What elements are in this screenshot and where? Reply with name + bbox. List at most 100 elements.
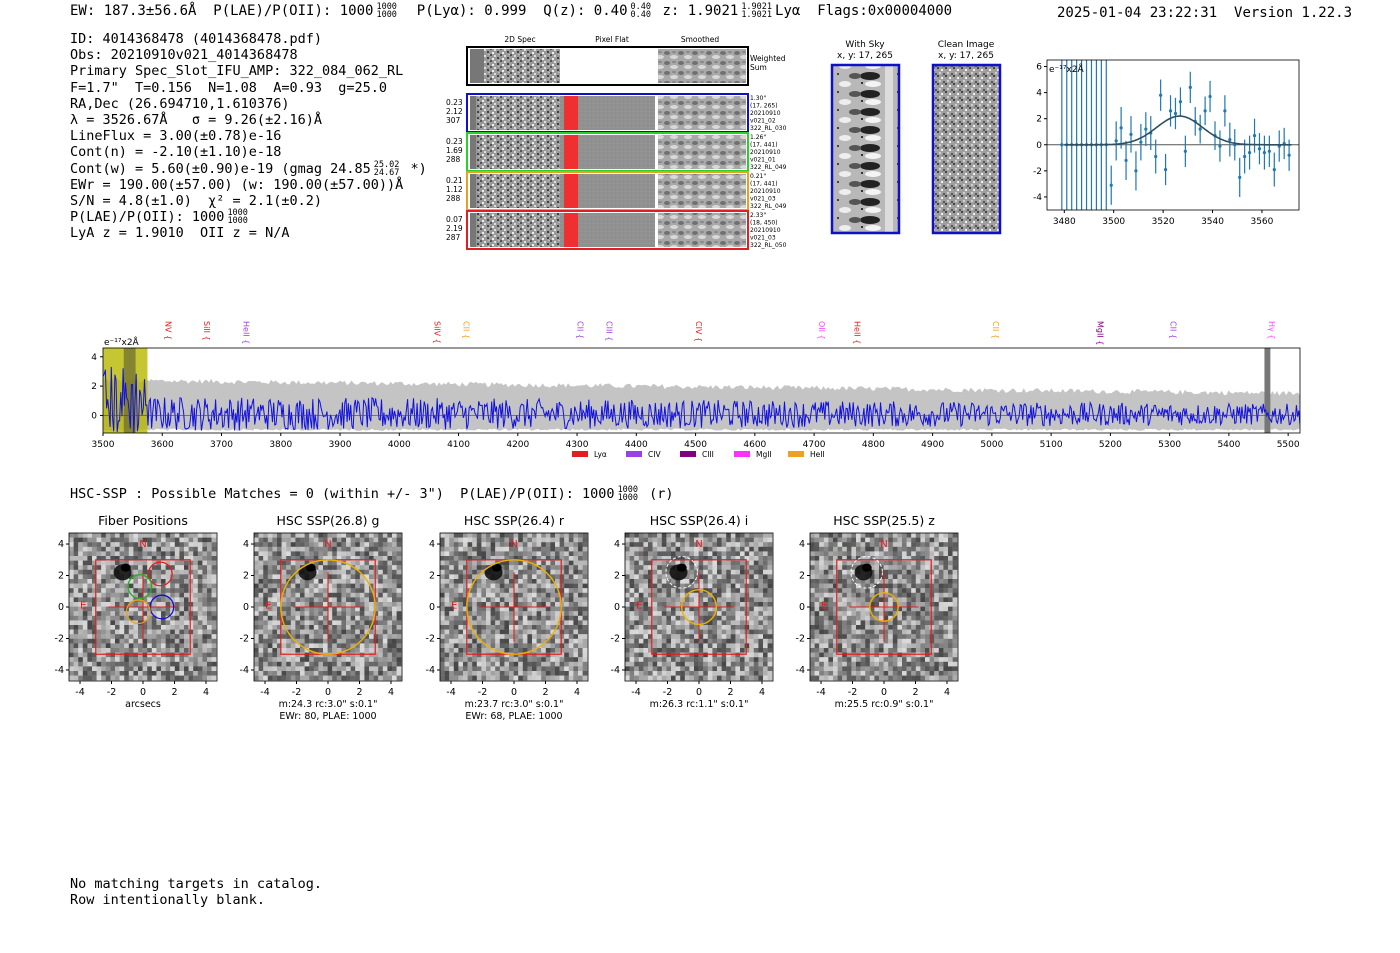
hsc-xtick: 4 <box>574 687 580 698</box>
cutout-left-label: 307 <box>446 116 461 125</box>
cutout-right-label: v021_01 <box>750 157 776 164</box>
fit-model-curve <box>1064 115 1292 146</box>
qz-range: 0.40 0.40 <box>630 2 652 20</box>
hsc-caption-2: EWr: 68, PLAE: 1000 <box>465 711 562 722</box>
info-id: ID: 4014368478 (4014368478.pdf) <box>70 31 322 47</box>
spectrum-ytick: 2 <box>91 382 97 392</box>
weighted-sum-row: Weighted Sum <box>466 46 786 86</box>
header-meta: 2025-01-04 23:22:31 Version 1.22.3 <box>1057 5 1352 21</box>
catalog-note: No matching targets in catalog. Row inten… <box>70 876 322 908</box>
fit-point <box>1267 149 1271 153</box>
fit-point <box>1208 94 1212 99</box>
hsc-xtick: -4 <box>631 687 640 698</box>
spectrum-highlight-core <box>123 348 136 433</box>
north-label: N <box>139 539 146 550</box>
fiber-circle <box>147 561 173 587</box>
hsc-ytick: 0 <box>614 602 620 613</box>
spectrum-xtick: 4700 <box>803 440 826 450</box>
hsc-ytick: 2 <box>614 571 620 582</box>
fit-point <box>1134 169 1138 173</box>
info-sn: S/N = 4.8(±1.0) χ² = 2.1(±0.2) <box>70 192 322 209</box>
fiber-circle <box>127 574 153 599</box>
col-label-pixelflat: Pixel Flat <box>595 35 629 44</box>
hsc-xtick: -2 <box>848 687 857 698</box>
footer-line1: No matching targets in catalog. <box>70 876 322 892</box>
cutout-right-label: 20210910 <box>750 188 781 195</box>
detection-info: ID: 4014368478 (4014368478.pdf) Obs: 202… <box>70 31 427 241</box>
north-label: N <box>324 539 331 550</box>
hsc-panel-title: Fiber Positions <box>98 513 188 528</box>
hsc-xtick: -4 <box>446 687 455 698</box>
spectrum-xtick: 4800 <box>862 440 885 450</box>
cutout-right-label: 1.30" <box>750 95 766 102</box>
cutout-right-label: 322_RL_030 <box>750 125 787 132</box>
source-core <box>491 563 502 572</box>
hsc-caption: m:23.7 rc:3.0" s:0.1" <box>465 699 564 710</box>
spectrum-xtick: 3700 <box>210 440 233 450</box>
hsc-caption: m:24.3 rc:3.0" s:0.1" <box>279 699 378 710</box>
hsc-xtick: 4 <box>388 687 394 698</box>
emission-line-label: CII { <box>991 321 1000 339</box>
hsc-xtick: 4 <box>203 687 209 698</box>
hsc-ytick: -4 <box>796 665 805 676</box>
flags-value: Flags:0x00004000 <box>817 3 953 19</box>
emission-line-label: SiII { <box>202 321 211 341</box>
hsc-ytick: 4 <box>429 539 435 550</box>
full-spectrum-chart: 3500 3600 3700 3800 3900 4000 4100 4200 4300 4400… <box>91 321 1301 459</box>
ew-value: EW: 187.3±56.6Å <box>70 3 197 19</box>
emission-line-label: CIV { <box>694 321 703 342</box>
hsc-ytick: 2 <box>243 571 249 582</box>
spectrum-xtick: 5000 <box>980 440 1003 450</box>
spectrum-line <box>103 366 1300 433</box>
hsc-xtick: -2 <box>292 687 301 698</box>
fit-point <box>1144 127 1148 131</box>
fit-point <box>1243 154 1247 159</box>
spectrum-xtick: 4600 <box>743 440 766 450</box>
spectrum-xtick: 3500 <box>92 440 115 450</box>
cutout-right-label: v021_03 <box>750 196 776 203</box>
cutout-left-label: 1.12 <box>446 185 463 194</box>
legend-swatch <box>788 451 804 457</box>
hsc-xtick: 2 <box>542 687 548 698</box>
spectrum-xtick: 4400 <box>625 440 648 450</box>
cutout-right-label: (17, 265) <box>750 103 778 110</box>
emission-line-label: SiIV { <box>432 321 441 344</box>
hsc-panels: Fiber Positions N E -4 -4 -2 -2 0 0 2 2 4 4 arcsecs HS… <box>55 513 959 722</box>
fiber-circle <box>149 594 175 620</box>
fit-point <box>1218 144 1222 148</box>
cutout-right-label: (17, 441) <box>750 181 778 188</box>
hsc-ytick: -2 <box>426 633 435 644</box>
emission-line-label: CII { <box>461 321 470 339</box>
hsc-panel: HSC SSP(26.4) r N E -4 -4 -2 -2 0 0 2 2 4 4 m:23.7 rc… <box>426 513 589 722</box>
fit-point <box>1109 183 1113 187</box>
fit-point <box>1119 126 1123 130</box>
info-lya: LyA z = 1.9010 OII z = N/A <box>70 225 290 242</box>
hsc-ytick: -2 <box>55 633 64 644</box>
spectrum-xtick: 3900 <box>329 440 352 450</box>
cutout-right-label: (18, 450) <box>750 220 778 227</box>
east-label: E <box>636 601 642 612</box>
spectrum-xtick: 4200 <box>506 440 529 450</box>
fit-xtick: 3540 <box>1201 217 1224 227</box>
hsc-panel-title: HSC SSP(26.4) r <box>464 513 565 528</box>
fit-xtick: 3520 <box>1152 217 1175 227</box>
fit-point <box>1178 100 1183 104</box>
hsc-ytick: 4 <box>243 539 249 550</box>
cutout-right-label: 20210910 <box>750 227 781 234</box>
spectrum-ytick: 0 <box>91 411 97 421</box>
spectrum-xtick: 5400 <box>1217 440 1240 450</box>
fit-point <box>1060 143 1064 147</box>
legend-swatch <box>626 451 642 457</box>
fit-point <box>1139 140 1143 144</box>
cutout-right-label: 0.21" <box>750 173 766 180</box>
fit-point <box>1223 109 1227 113</box>
fit-point <box>1183 149 1187 153</box>
source-core <box>676 563 687 572</box>
fit-xtick: 3500 <box>1102 217 1125 227</box>
spectrum-marker-bar <box>1264 348 1271 433</box>
cutout-right-label: v021_03 <box>750 235 776 242</box>
spectrum-xtick: 3800 <box>269 440 292 450</box>
hsc-xtick: 2 <box>356 687 362 698</box>
east-label: E <box>265 601 271 612</box>
